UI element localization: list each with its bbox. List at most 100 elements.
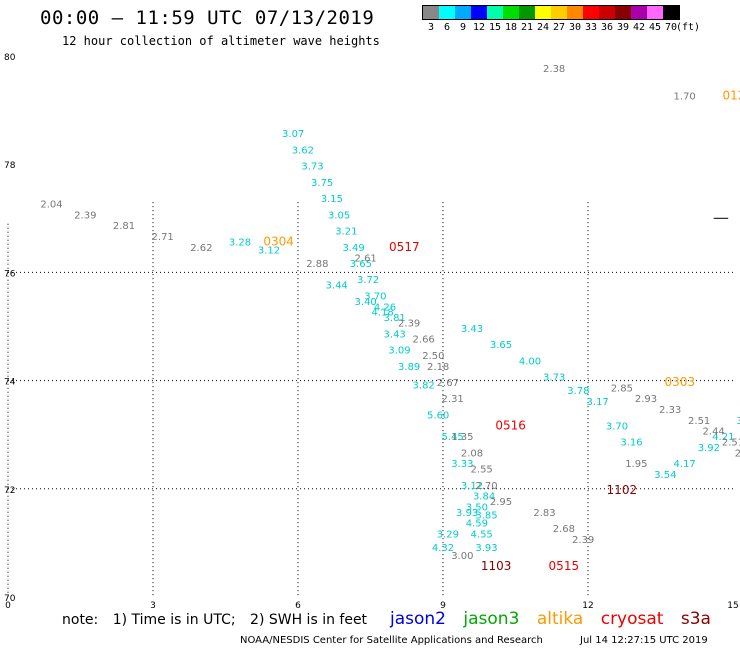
axis-labels: 80 78 76 74 72 700 3 6 9 12 15 [4, 53, 739, 611]
pass-time-label: 0516 [495, 418, 526, 432]
x-axis-label: 3 [150, 601, 156, 611]
note-2: 2) SWH is in feet [250, 612, 368, 628]
color-scale-legend [422, 5, 680, 20]
page-title: 00:00 – 11:59 UTC 07/13/2019 [40, 7, 375, 29]
pass-time-label: 1102 [607, 483, 638, 497]
wave-height-value: 2.44 [703, 427, 725, 438]
wave-height-value: 2.71 [152, 232, 174, 243]
wave-height-value: 3.65 [350, 259, 372, 270]
wave-height-value: 2.93 [635, 394, 657, 405]
wave-height-value: 2.50 [422, 351, 444, 362]
wave-height-value: 2.70 [475, 481, 497, 492]
legend-label: 27 [552, 22, 566, 33]
pass-time-label: 0515 [549, 559, 580, 573]
legend-swatch [599, 6, 615, 19]
wave-height-value: 2.39 [398, 319, 420, 330]
legend-label: 33 [584, 22, 598, 33]
wave-height-value: 3.29 [437, 529, 459, 540]
pass-time-label: 1103 [481, 559, 512, 573]
note-1: 1) Time is in UTC; [112, 612, 236, 628]
y-axis-label: 72 [4, 486, 15, 496]
x-axis-label: 6 [295, 601, 301, 611]
y-axis-label: 76 [4, 269, 16, 279]
wave-height-value: 2.51 [688, 416, 710, 427]
wave-height-value: 3.93 [475, 543, 497, 554]
legend-swatch [503, 6, 519, 19]
wave-height-value: 3.85 [475, 511, 497, 522]
legend-label: 15 [488, 22, 502, 33]
wave-height-value: 3.78 [567, 386, 589, 397]
wave-height-value: 4.18 [371, 308, 393, 319]
legend-swatch [439, 6, 455, 19]
wave-height-value: 3.70 [606, 421, 628, 432]
wave-height-value: 1.35 [451, 432, 473, 443]
pass-time-label: 0517 [389, 240, 420, 254]
wave-height-value: 2.68 [553, 524, 575, 535]
wave-height-value: 2.33 [659, 405, 681, 416]
wave-height-value: 3.16 [620, 438, 642, 449]
legend-label: 21 [520, 22, 534, 33]
legend-swatch [615, 6, 631, 19]
legend-label: 39 [616, 22, 630, 33]
wave-height-value: 2.04 [40, 199, 62, 210]
wave-height-value: 2.5 [735, 448, 740, 459]
wave-height-value: 3.49 [342, 243, 364, 254]
wave-height-value: 5.60 [427, 410, 449, 421]
legend-label: 12 [472, 22, 486, 33]
wave-height-value: 2.39 [74, 210, 96, 221]
wave-height-value: 2.88 [306, 259, 328, 270]
y-axis-label: 70 [4, 594, 16, 604]
wave-height-value: 3.44 [326, 281, 348, 292]
wave-height-value: 3.43 [384, 329, 406, 340]
wave-height-value: 3.33 [451, 459, 473, 470]
wave-height-value: 3.89 [398, 362, 420, 373]
wave-height-value: 3.81 [384, 313, 406, 324]
wave-height-value: 2.18 [427, 362, 449, 373]
sat-jason3: jason3 [463, 609, 520, 629]
data-marks: 3.07 3.62 3.73 3.75 3.15 3.05 3.21 3.49 3.65 3.72… [40, 64, 740, 573]
y-axis-label: 78 [4, 161, 16, 171]
legend-unit: (ft) [675, 22, 701, 33]
wave-height-value: 2.62 [190, 243, 212, 254]
legend-label: 9 [459, 22, 467, 33]
wave-height-value: 3.72 [357, 275, 379, 286]
wave-height-value: 2.31 [442, 394, 464, 405]
wave-height-value: 2.95 [490, 497, 512, 508]
sat-cryosat: cryosat [600, 609, 664, 629]
wave-height-value: 3.00 [451, 551, 473, 562]
wave-height-value: 3.09 [388, 346, 410, 357]
pass-time-label: 0303 [665, 375, 696, 389]
legend-label: 6 [443, 22, 451, 33]
wave-height-value: 3.84 [473, 492, 495, 503]
legend-label: 42 [632, 22, 646, 33]
wave-height-value: 3.05 [328, 210, 350, 221]
wave-height-value: 2.51 [722, 438, 740, 449]
wave-height-value: 4.26 [374, 302, 396, 313]
wave-height-value: 3.28 [229, 237, 251, 248]
satellite-key: jason2 jason3 altika cryosat s3a [390, 609, 723, 629]
wave-height-value: 3.17 [587, 397, 609, 408]
note-prefix: note: [62, 612, 99, 628]
wave-height-value: 2.66 [413, 335, 435, 346]
wave-height-value: 3.12 [258, 245, 280, 256]
wave-height-value: 3.15 [321, 194, 343, 205]
legend-swatch [423, 6, 439, 19]
legend-swatch [631, 6, 647, 19]
color-scale-labels: 3 6 9 12 15 18 21 24 27 30 33 36 39 42 45 70 (ft) [422, 22, 740, 34]
wave-height-value: 2.38 [543, 64, 565, 75]
pass-time-label: 0124 [723, 88, 740, 102]
legend-swatch [535, 6, 551, 19]
legend-swatch [551, 6, 567, 19]
wave-height-value: 2.55 [471, 465, 493, 476]
wave-height-value: 3.82 [413, 381, 435, 392]
x-axis-label: 0 [5, 601, 11, 611]
legend-label: 18 [504, 22, 518, 33]
wave-height-value: 3.92 [698, 443, 720, 454]
wave-height-value: 1.70 [674, 91, 696, 102]
wave-height-value: 4.59 [466, 519, 488, 530]
wave-height-value: 3.65 [490, 340, 512, 351]
wave-height-value: 3.54 [654, 470, 676, 481]
pass-time-label: 0304 [263, 234, 294, 248]
legend-label: 36 [600, 22, 614, 33]
